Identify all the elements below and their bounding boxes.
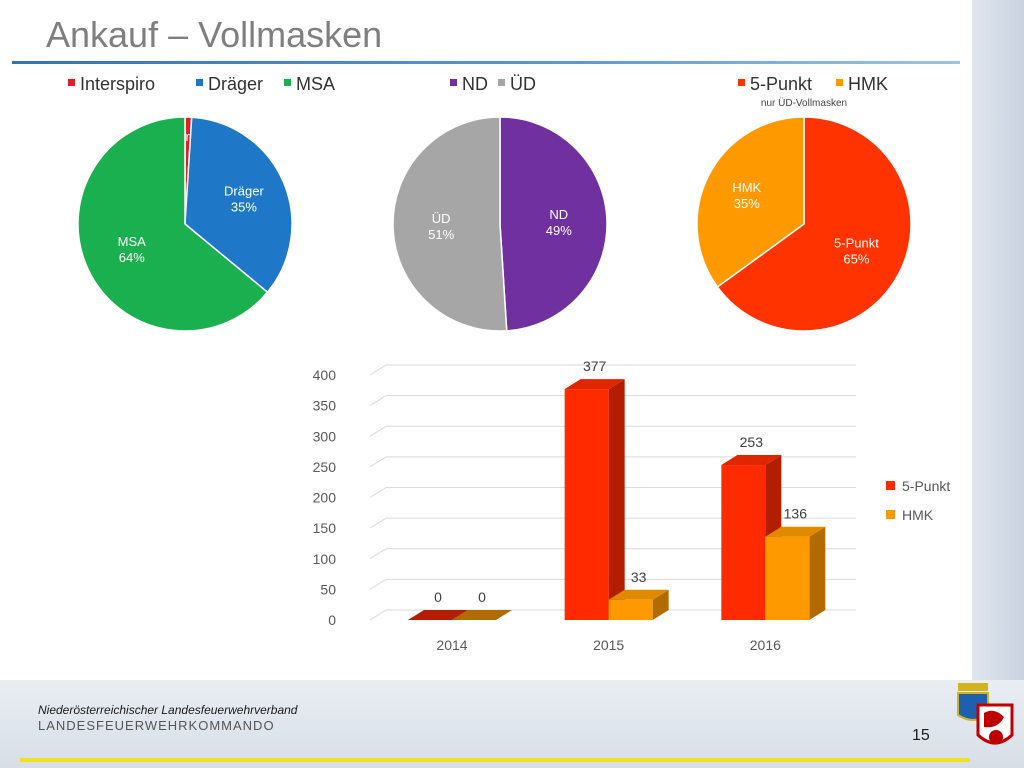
y-tick-label: 200: [313, 490, 337, 506]
footer-accent-line: [20, 758, 970, 762]
pie-slice-5-punkt: [716, 116, 912, 332]
pie-subtitle: nur ÜD-Vollmasken: [761, 97, 847, 109]
svg-text:51%: 51%: [428, 227, 454, 242]
data-label: 253: [740, 434, 764, 450]
svg-text:35%: 35%: [231, 200, 257, 215]
data-label: 0: [434, 589, 442, 605]
svg-text:65%: 65%: [843, 252, 869, 267]
bar-chart-purchases: 0 50 100 150 200 250 300 350 400 0 0 2014 377 33 2015 2…: [313, 358, 951, 653]
y-tick-label: 400: [313, 367, 337, 383]
slide-title: Ankauf – Vollmasken: [46, 14, 383, 55]
svg-text:ÜD: ÜD: [432, 211, 451, 226]
y-tick-label: 300: [313, 428, 337, 444]
data-label: 136: [784, 506, 808, 522]
y-tick-label: 350: [313, 398, 337, 414]
x-tick-label: 2015: [593, 637, 624, 653]
y-tick-label: 150: [313, 520, 337, 536]
svg-text:HMK: HMK: [848, 74, 888, 94]
pie-slice-ued: [392, 116, 508, 332]
legend-entry-5-punkt: 5-Punkt: [886, 478, 950, 494]
bar-hmk-2015: 33: [608, 569, 669, 620]
footer: [0, 680, 1024, 768]
footer-organization: Niederösterreichischer Landesfeuerwehrve…: [38, 703, 298, 717]
data-label: 0: [478, 589, 486, 605]
svg-text:Dräger: Dräger: [208, 74, 263, 94]
legend-entry-ued: ÜD: [498, 74, 536, 94]
x-tick-label: 2014: [436, 637, 467, 653]
svg-text:5-Punkt: 5-Punkt: [834, 236, 879, 251]
pie-chart-manufacturer: InterspiroDrägerMSAInterspiro1%Dräger35%…: [68, 74, 335, 332]
svg-text:HMK: HMK: [732, 180, 761, 195]
legend-entry-hmk: HMK: [836, 74, 888, 94]
legend-entry-nd: ND: [450, 74, 488, 94]
right-decor-strip: [972, 0, 1024, 768]
x-tick-label: 2016: [750, 637, 781, 653]
y-tick-label: 250: [313, 459, 337, 475]
data-label: 377: [583, 358, 607, 374]
svg-text:ÜD: ÜD: [510, 74, 536, 94]
bar-5-punkt-2015: 377: [564, 358, 625, 620]
svg-text:MSA: MSA: [296, 74, 335, 94]
pie-slice-msa: [77, 116, 269, 332]
legend-entry-draeger: Dräger: [196, 74, 263, 94]
bar-hmk-2016: 136: [765, 506, 826, 620]
svg-text:35%: 35%: [734, 196, 760, 211]
legend-entry-5-punkt: 5-Punkt: [738, 74, 812, 94]
title-underline: [12, 61, 960, 64]
bar-hmk-2014: 0: [452, 589, 512, 620]
footer-unit: LANDESFEUERWEHRKOMMANDO: [38, 718, 275, 733]
coat-of-arms-logo: [957, 683, 1014, 745]
y-tick-label: 50: [320, 581, 336, 597]
y-tick-label: 100: [313, 551, 337, 567]
legend-entry-msa: MSA: [284, 74, 335, 94]
svg-text:5-Punkt: 5-Punkt: [902, 478, 950, 494]
y-tick-label: 0: [328, 612, 336, 628]
svg-text:Interspiro: Interspiro: [80, 74, 155, 94]
pie-slice-nd: [499, 116, 608, 332]
pie-slice-draeger: [184, 116, 293, 294]
data-label: 33: [631, 569, 647, 585]
legend-entry-interspiro: Interspiro: [68, 74, 155, 94]
bar-5-punkt-2014: 0: [408, 589, 468, 620]
pie-slice-hmk: [696, 116, 805, 288]
page-number: 15: [912, 727, 930, 744]
svg-text:49%: 49%: [546, 223, 572, 238]
svg-text:ND: ND: [462, 74, 488, 94]
svg-text:5-Punkt: 5-Punkt: [750, 74, 812, 94]
svg-text:ND: ND: [549, 207, 568, 222]
svg-text:HMK: HMK: [902, 507, 934, 523]
legend-entry-hmk: HMK: [886, 507, 934, 523]
svg-text:Dräger: Dräger: [224, 184, 264, 199]
svg-text:64%: 64%: [119, 250, 145, 265]
svg-text:MSA: MSA: [118, 234, 147, 249]
